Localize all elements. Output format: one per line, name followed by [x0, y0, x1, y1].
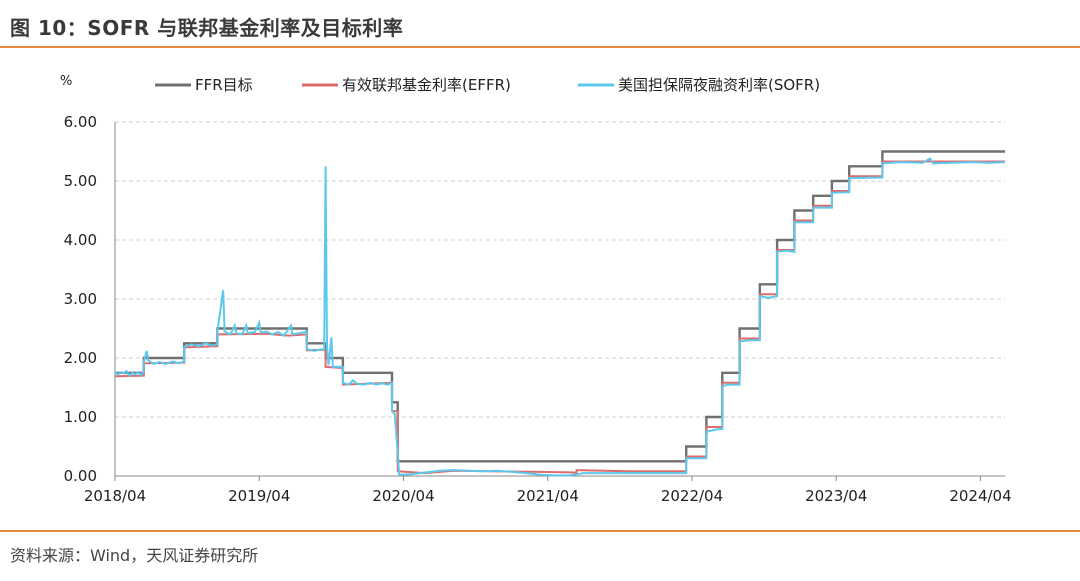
gridlines — [114, 121, 1005, 477]
series-line-2 — [114, 157, 1006, 477]
series-line-0 — [115, 150, 1005, 463]
top-divider — [0, 46, 1080, 48]
source-note: 资料来源：Wind，天风证券研究所 — [10, 546, 259, 565]
line-chart: % 0.001.002.003.004.005.006.00 2018/04 20… — [60, 74, 1012, 505]
y-tick-label: 0.00 — [64, 467, 97, 485]
x-tick-label: 2024/04 — [949, 487, 1011, 505]
figure-title: 图 10：SOFR 与联邦基金利率及目标利率 — [10, 16, 404, 40]
y-tick-label: 5.00 — [64, 172, 97, 190]
y-axis-ticks: 0.00 1.00 2.00 3.00 4.00 5.00 6.00 — [64, 113, 97, 485]
x-tick-label: 2023/04 — [805, 487, 867, 505]
x-tick-label: 2020/04 — [372, 487, 434, 505]
y-tick-label: 4.00 — [64, 231, 97, 249]
bottom-divider — [0, 530, 1080, 532]
y-tick-label: 3.00 — [64, 290, 97, 308]
x-tick-label: 2022/04 — [661, 487, 723, 505]
series-line-1 — [114, 160, 1005, 475]
y-axis-unit-label: % — [60, 74, 72, 89]
x-tick-label: 2021/04 — [517, 487, 579, 505]
y-tick-label: 6.00 — [64, 113, 97, 131]
x-tick-label: 2019/04 — [228, 487, 290, 505]
series-lines — [114, 150, 1006, 477]
legend-label-0: FFR目标 — [195, 76, 253, 94]
legend-label-2: 美国担保隔夜融资利率(SOFR) — [618, 76, 820, 94]
x-axis-ticks: 2018/04 2019/04 2020/04 2021/04 2022/04 2023/… — [84, 476, 1012, 505]
x-tick-label: 2018/04 — [84, 487, 146, 505]
legend: FFR目标 有效联邦基金利率(EFFR) 美国担保隔夜融资利率(SOFR) — [155, 76, 820, 94]
y-tick-label: 1.00 — [64, 408, 97, 426]
y-tick-label: 2.00 — [64, 349, 97, 367]
legend-label-1: 有效联邦基金利率(EFFR) — [342, 76, 511, 94]
